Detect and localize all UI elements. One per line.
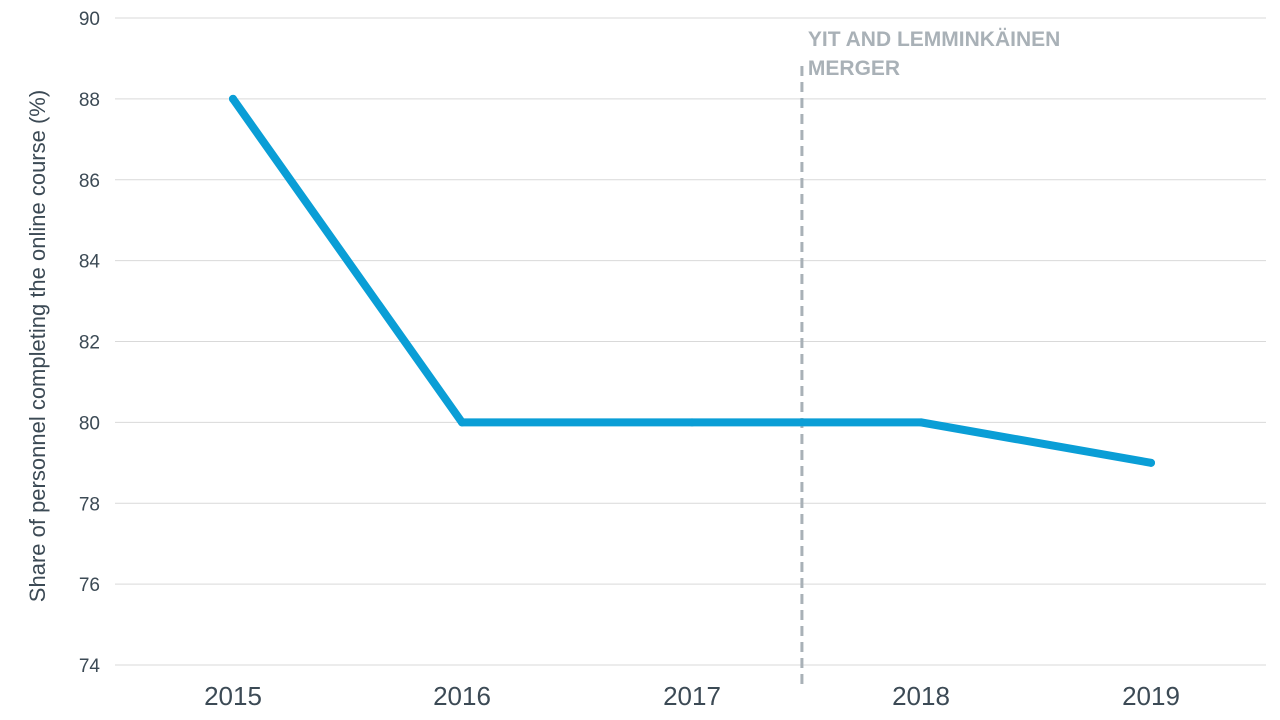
merger-annotation-line-2: MERGER — [808, 57, 900, 80]
x-tick-label: 2018 — [892, 681, 950, 711]
y-tick-label: 80 — [79, 413, 100, 434]
x-tick-label: 2016 — [433, 681, 491, 711]
x-tick-label: 2019 — [1122, 681, 1180, 711]
x-tick-label: 2015 — [204, 681, 262, 711]
data-point — [917, 418, 925, 427]
x-axis-ticks: 2015 2016 2017 2018 2019 — [204, 681, 1180, 711]
y-axis-ticks: 90 88 86 84 82 80 78 76 74 — [79, 9, 101, 677]
merger-annotation-line-1: YIT AND LEMMINKÄINEN — [808, 28, 1060, 51]
data-point — [688, 418, 696, 427]
series-group — [229, 94, 1155, 467]
data-point — [458, 418, 466, 427]
y-tick-label: 82 — [79, 333, 100, 354]
y-tick-label: 90 — [79, 9, 100, 30]
y-tick-label: 76 — [79, 575, 100, 596]
gridlines — [115, 17, 1266, 666]
y-tick-label: 86 — [79, 171, 100, 192]
series-line — [229, 94, 1155, 467]
y-tick-label: 78 — [79, 494, 100, 515]
y-tick-label: 74 — [79, 656, 101, 677]
data-point — [229, 94, 237, 103]
y-axis-label: Share of personnel completing the online… — [25, 90, 50, 602]
y-tick-label: 88 — [79, 90, 100, 111]
y-tick-label: 84 — [79, 252, 101, 273]
data-point — [1147, 458, 1155, 467]
x-tick-label: 2017 — [663, 681, 721, 711]
